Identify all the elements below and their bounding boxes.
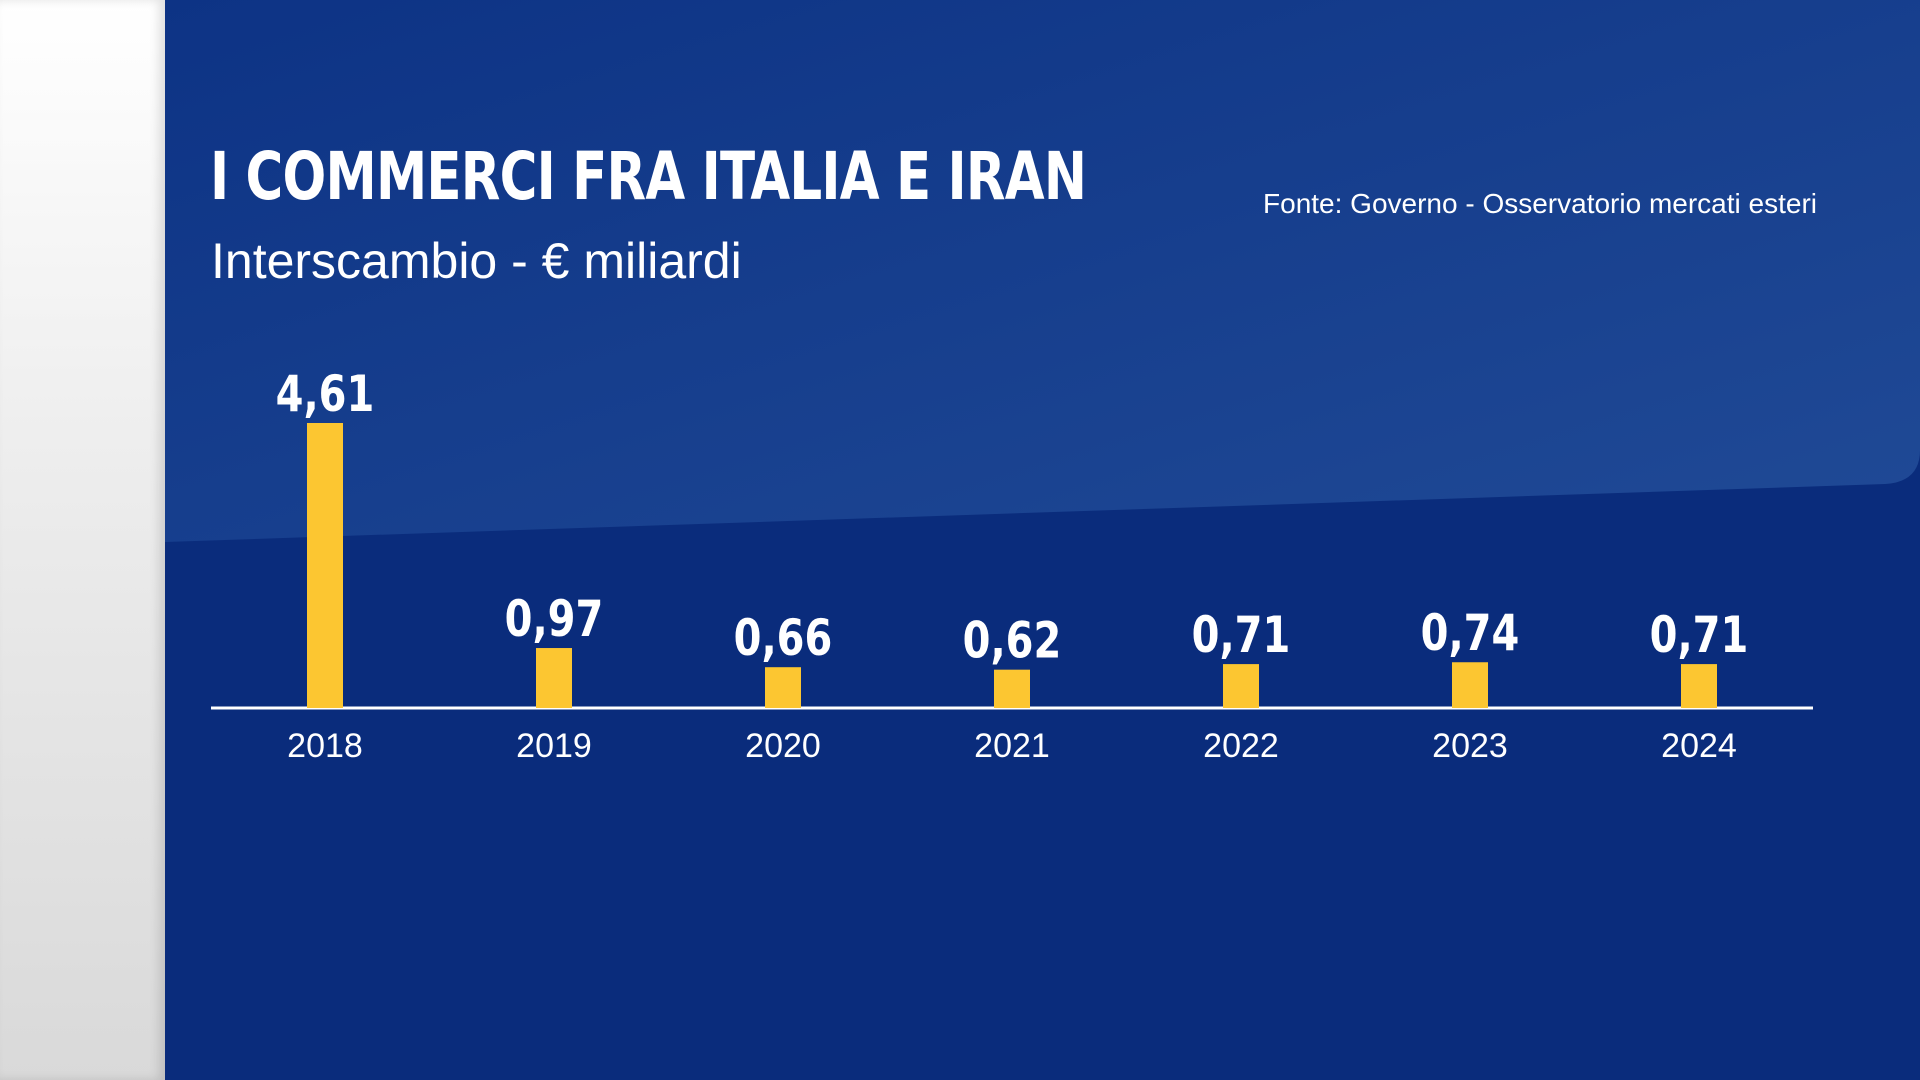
bar-chart: 4,61 2018 0,97 2019 0,66 2020 0,62 2021 0,71 2022… — [211, 365, 1813, 765]
x-tick-label-2023: 2023 — [1432, 727, 1508, 765]
x-tick-label-2019: 2019 — [516, 727, 592, 765]
bar-2022 — [1223, 664, 1259, 708]
value-label-2019: 0,97 — [505, 590, 604, 649]
x-tick-label-2022: 2022 — [1203, 727, 1279, 765]
value-label-2022: 0,71 — [1192, 606, 1291, 665]
chart-panel: I COMMERCI FRA ITALIA E IRAN Interscambi… — [165, 0, 1920, 1080]
value-label-2024: 0,71 — [1650, 606, 1749, 665]
value-label-2020: 0,66 — [734, 609, 833, 668]
panel-shading — [165, 0, 1920, 542]
x-tick-label-2021: 2021 — [974, 727, 1050, 765]
chart-subtitle: Interscambio - € miliardi — [211, 233, 742, 289]
chart-title: I COMMERCI FRA ITALIA E IRAN — [210, 138, 1087, 215]
bar-2023 — [1452, 662, 1488, 708]
left-side-panel — [0, 0, 165, 1080]
x-tick-label-2024: 2024 — [1661, 727, 1737, 765]
bar-2019 — [536, 648, 572, 708]
x-tick-label-2020: 2020 — [745, 727, 821, 765]
value-label-2018: 4,61 — [276, 365, 375, 424]
source-note: Fonte: Governo - Osservatorio mercati es… — [1263, 188, 1817, 219]
bar-2020 — [765, 667, 801, 708]
value-label-2021: 0,62 — [963, 611, 1062, 670]
value-label-2023: 0,74 — [1421, 604, 1520, 663]
bar-2024 — [1681, 664, 1717, 708]
bar-2018 — [307, 423, 343, 708]
x-tick-label-2018: 2018 — [287, 727, 363, 765]
bar-2021 — [994, 669, 1030, 708]
